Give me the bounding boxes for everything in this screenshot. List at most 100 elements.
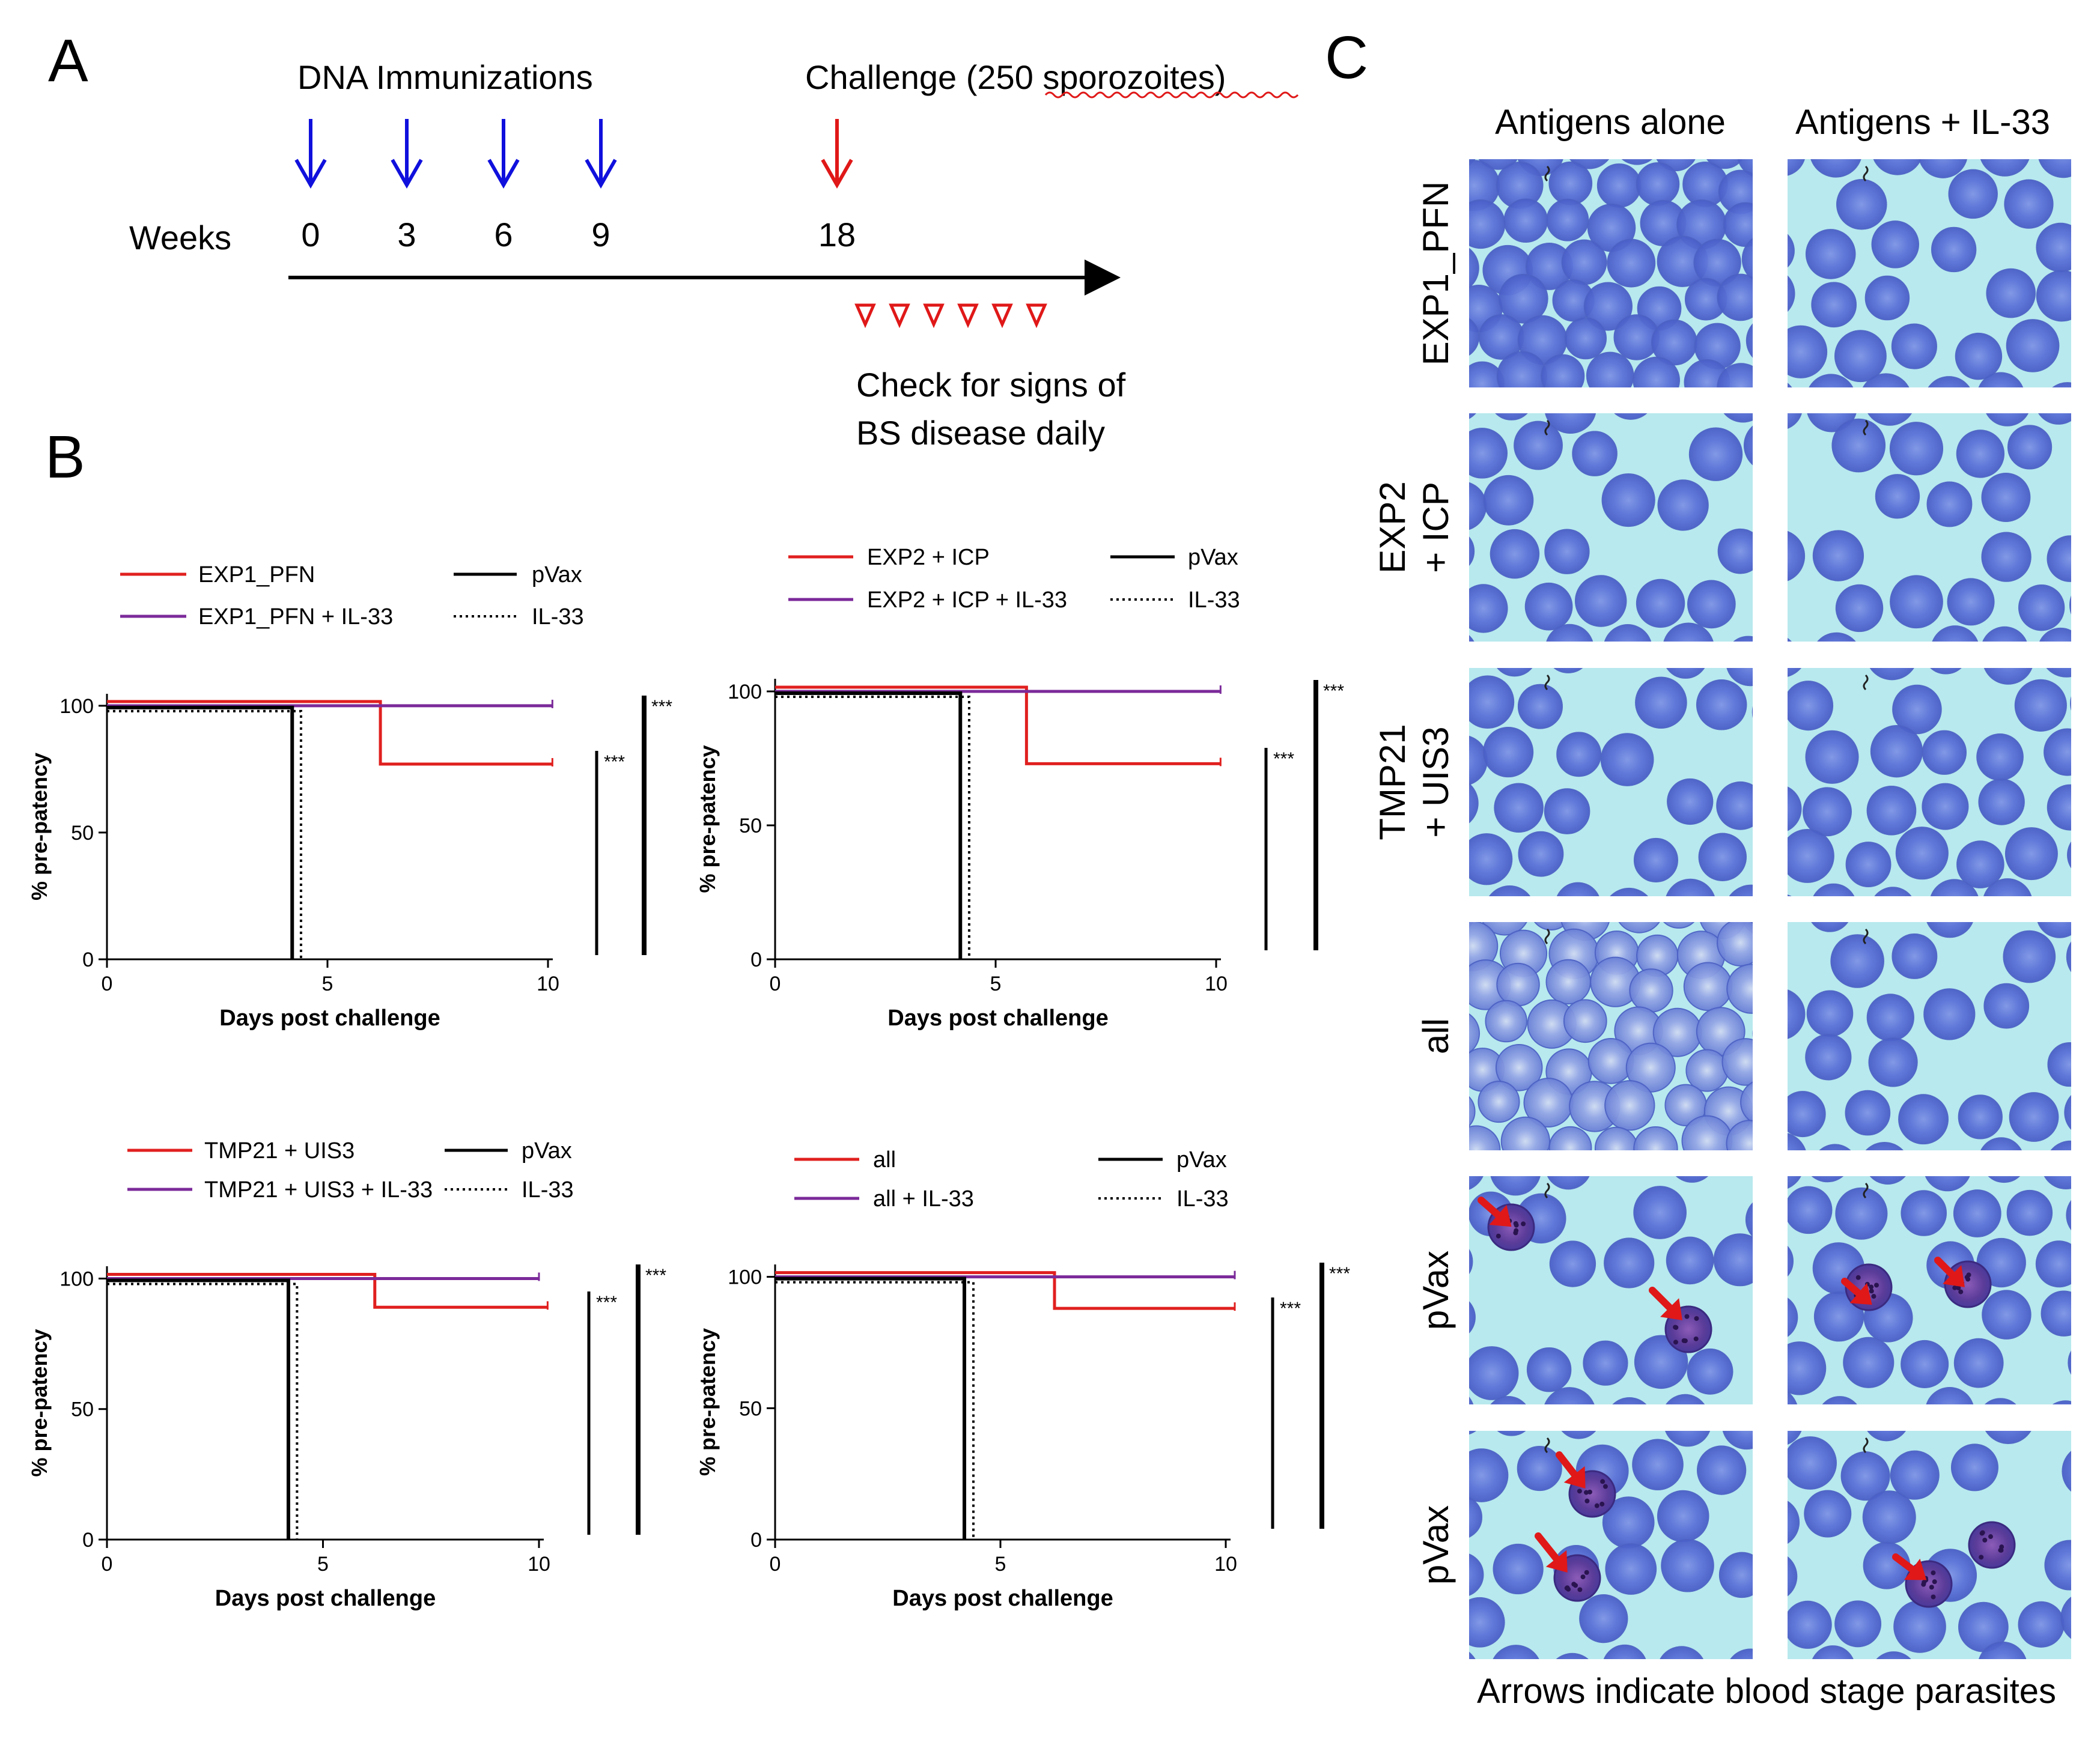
blood-cell [1621, 159, 1653, 165]
blood-cell [1544, 1387, 1595, 1404]
blood-cell [1661, 1538, 1714, 1592]
blood-cell [1788, 637, 1792, 642]
blood-cell [1667, 778, 1714, 825]
arrow-head [821, 159, 853, 189]
blood-cell [1926, 481, 1973, 527]
blood-cell [1518, 831, 1564, 877]
micrograph-cells [1469, 159, 1753, 387]
blood-cell [1612, 1397, 1647, 1404]
blood-cell [1953, 1189, 2001, 1237]
micrograph-cells [1788, 1431, 2071, 1659]
blood-cell [1546, 198, 1589, 241]
check-signs-line2: BS disease daily [856, 414, 1105, 452]
blood-cell [1601, 473, 1655, 527]
blood-cell [1723, 413, 1753, 423]
x-axis-label: Days post challenge [219, 1006, 440, 1031]
arrow-head [1489, 1204, 1512, 1227]
blood-cell [1489, 885, 1531, 896]
blood-cell [1876, 1651, 1911, 1659]
blood-cell [1864, 275, 1910, 321]
blood-cell [1930, 879, 1979, 896]
parasite-dot [1956, 1285, 1961, 1290]
blood-cell [1545, 959, 1591, 1005]
parasite-dot [1577, 1489, 1582, 1494]
blood-cell [1469, 1346, 1519, 1400]
blood-cell [1730, 1648, 1753, 1659]
blood-cell [1928, 376, 1970, 387]
series-line-il-33 [775, 696, 970, 959]
legend-label: TMP21 + UIS3 + IL-33 [204, 1177, 433, 1203]
panel-a-letter: A [48, 27, 88, 94]
blood-cell [1729, 884, 1753, 896]
blood-cell [2050, 1140, 2071, 1150]
blood-cell [1788, 1186, 1833, 1234]
micrograph-cells [1788, 668, 2071, 896]
row-label: + ICP [1416, 482, 1456, 573]
blood-cell [1469, 1651, 1476, 1659]
parasite-dot [1514, 1228, 1519, 1233]
parasite-dot [1599, 1501, 1605, 1507]
blood-cell [1594, 1126, 1639, 1150]
series-line-pvax [107, 1278, 290, 1540]
blood-cell [1788, 413, 1802, 429]
parasite-dot [1929, 1585, 1934, 1590]
blood-cell [1723, 202, 1753, 247]
blood-cell [1869, 668, 1914, 681]
legend-label: IL-33 [1176, 1186, 1229, 1212]
blood-cell [1788, 1341, 1827, 1395]
blood-cell [2066, 1200, 2071, 1231]
significance-label: *** [596, 1293, 617, 1313]
blood-cell [1497, 1431, 1526, 1436]
micrograph-1-1 [1788, 413, 2071, 642]
blood-cell [1752, 706, 1753, 718]
blood-cell [2069, 595, 2071, 615]
x-tick-label: 5 [322, 973, 333, 995]
blood-cell [1469, 1397, 1474, 1404]
blood-cell [1657, 479, 1709, 531]
blood-cell [1469, 1431, 1476, 1435]
parasite-dot [1682, 1338, 1688, 1344]
daily-check-triangle-icon [957, 303, 979, 329]
blood-cell [1469, 1448, 1509, 1502]
blood-cell [1485, 1000, 1527, 1043]
y-axis-label: % pre-patency [27, 753, 52, 900]
scale-mark [1544, 1437, 1550, 1454]
micrograph-5-0 [1469, 1431, 1753, 1659]
blood-cell [1469, 584, 1508, 633]
blood-cell [1898, 1094, 1949, 1145]
challenge-title: Challenge (250 sporozoites) [805, 58, 1226, 96]
blood-cell [1788, 383, 1792, 387]
x-tick-label: 5 [990, 973, 1002, 995]
parasite-dot [1584, 1570, 1589, 1575]
blood-cell [1469, 1597, 1505, 1648]
blood-cell [1526, 1347, 1572, 1392]
blood-cell [1469, 1096, 1476, 1127]
y-axis-label: % pre-patency [695, 1328, 720, 1476]
blood-cell [1633, 837, 1678, 882]
blood-cell [1469, 1497, 1483, 1538]
blood-cell [1831, 418, 1886, 473]
blood-cell [1788, 275, 1795, 312]
blood-cell [1982, 1290, 2032, 1340]
blood-cell [1953, 1338, 2004, 1388]
blood-cell [2047, 1042, 2071, 1087]
blood-cell [1866, 994, 1914, 1042]
micrograph-5-1 [1788, 1431, 2071, 1659]
blood-cell [2044, 728, 2071, 776]
blood-cell [1497, 668, 1533, 677]
blood-cell [1574, 575, 1627, 627]
blood-cell [1865, 1142, 1904, 1150]
blood-cell [1811, 922, 1849, 932]
blood-cell [1986, 268, 2036, 318]
chart-tmp21: 0 50 100 0 5 10 Days post challenge % pre-paten… [27, 1138, 666, 1611]
blood-cell [1534, 922, 1568, 930]
blood-cell [1804, 1490, 1852, 1538]
scale-mark [1863, 1182, 1869, 1199]
blood-cell [1496, 962, 1540, 1007]
blood-cell [1925, 1176, 1970, 1192]
y-axis-label: % pre-patency [695, 745, 720, 893]
scale-mark [1863, 165, 1869, 182]
parasite-dot [1584, 1498, 1590, 1504]
parasite-dot [1693, 1336, 1699, 1341]
blood-cell [2070, 696, 2071, 711]
